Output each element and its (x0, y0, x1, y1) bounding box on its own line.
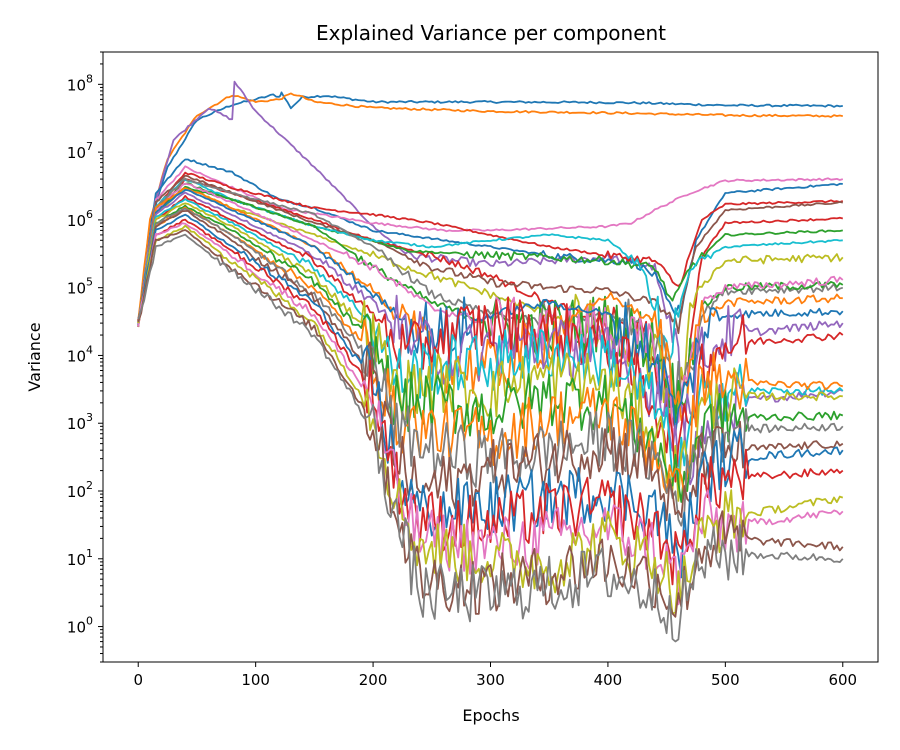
series-line-0 (137, 91, 843, 322)
series-line-25 (137, 218, 844, 586)
series-line-22 (137, 207, 844, 527)
x-tick-label: 300 (476, 671, 505, 689)
series-line-24 (137, 213, 844, 579)
plot-area (102, 51, 879, 663)
plot-frame (102, 51, 879, 663)
y-tick-label: 101 (67, 547, 93, 569)
series-line-29 (137, 233, 844, 643)
series-line-15 (137, 189, 844, 435)
series-line-4 (137, 165, 844, 322)
series-line-28 (137, 229, 844, 618)
series-line-3 (137, 158, 843, 323)
series-line-5 (137, 171, 844, 320)
x-tick-label: 100 (241, 671, 270, 689)
x-tick-label: 200 (359, 671, 388, 689)
y-axis: 100 101 102 103 104 105 106 107 108 (67, 51, 103, 663)
series-line-21 (137, 206, 844, 497)
y-tick-label: 106 (67, 208, 93, 230)
y-tick-label: 102 (67, 479, 93, 501)
series-line-17 (137, 195, 844, 483)
y-tick-label: 103 (67, 411, 93, 433)
y-tick-label: 107 (67, 140, 93, 162)
series-line-23 (137, 210, 844, 522)
series-line-18 (137, 198, 844, 482)
x-axis-label: Epochs (462, 706, 519, 725)
series-line-7 (137, 174, 844, 335)
y-axis-label: Variance (25, 322, 44, 391)
x-tick-label: 400 (594, 671, 623, 689)
x-axis: 0 100 200 300 400 500 600 (133, 662, 857, 689)
x-tick-label: 600 (828, 671, 857, 689)
chart-title: Explained Variance per component (316, 21, 666, 45)
series-line-14 (137, 187, 843, 422)
x-tick-label: 500 (711, 671, 740, 689)
y-tick-label: 105 (67, 276, 93, 298)
y-tick-label: 104 (67, 343, 93, 365)
series-line-1 (137, 92, 843, 321)
y-tick-label: 108 (67, 72, 93, 94)
series-line-27 (137, 224, 844, 615)
series-layer (137, 80, 844, 643)
x-tick-label: 0 (133, 671, 143, 689)
y-tick-label: 100 (67, 615, 93, 637)
series-line-13 (137, 182, 844, 435)
